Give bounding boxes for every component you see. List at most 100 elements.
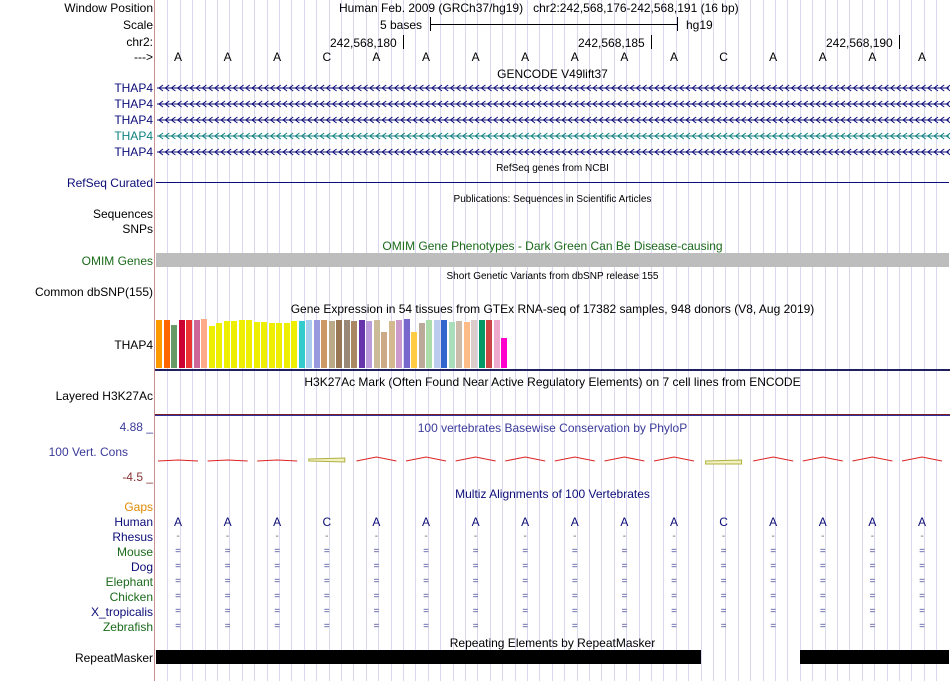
gtex-tissue-bar[interactable] (433, 320, 440, 368)
phylop-score-mark[interactable] (308, 457, 346, 463)
gtex-tissue-bar[interactable] (253, 322, 260, 368)
phylop-title[interactable]: 100 vertebrates Basewise Conservation by… (417, 421, 688, 435)
gtex-tissue-bar[interactable] (493, 320, 500, 368)
phylop-score-mark[interactable] (852, 456, 893, 462)
gtex-tissue-bar[interactable] (156, 320, 163, 368)
gtex-tissue-bar[interactable] (478, 320, 485, 368)
multiz-species-label[interactable]: Zebrafish (102, 620, 153, 634)
publications-sequences-label[interactable]: Sequences (92, 207, 153, 221)
gtex-tissue-bar[interactable] (246, 320, 253, 368)
phylop-score-mark[interactable] (505, 456, 546, 462)
gtex-tissue-bar[interactable] (163, 320, 170, 368)
gtex-tissue-bar[interactable] (456, 321, 463, 368)
refseq-label[interactable]: RefSeq Curated (66, 176, 153, 190)
gencode-transcript-line[interactable] (157, 114, 950, 126)
phylop-score-mark[interactable] (257, 459, 298, 462)
gtex-tissue-bar[interactable] (396, 320, 403, 368)
publications-title[interactable]: Publications: Sequences in Scientific Ar… (453, 194, 652, 205)
gtex-tissue-bar[interactable] (186, 320, 193, 368)
refseq-title[interactable]: RefSeq genes from NCBI (496, 163, 609, 174)
repeatmasker-label[interactable]: RepeatMasker (74, 651, 153, 665)
multiz-species-label[interactable]: Human (114, 515, 153, 529)
phylop-score-mark[interactable] (157, 459, 199, 462)
omim-title[interactable]: OMIM Gene Phenotypes - Dark Green Can Be… (382, 239, 723, 253)
gtex-tissue-bar[interactable] (238, 320, 245, 368)
gtex-tissue-bar[interactable] (351, 321, 358, 368)
gencode-transcript-label[interactable]: THAP4 (114, 145, 153, 159)
dbsnp-label[interactable]: Common dbSNP(155) (34, 285, 153, 299)
gtex-tissue-bar[interactable] (291, 321, 298, 368)
gtex-tissue-bar[interactable] (208, 326, 215, 368)
phylop-score-mark[interactable] (356, 456, 397, 462)
gtex-tissue-bar[interactable] (313, 320, 320, 368)
phylop-score-mark[interactable] (802, 456, 843, 462)
gtex-tissue-bar[interactable] (321, 320, 328, 368)
multiz-species-label[interactable]: Chicken (109, 590, 153, 604)
gencode-transcript-label[interactable]: THAP4 (114, 113, 153, 127)
gtex-tissue-bar[interactable] (388, 321, 395, 368)
gtex-tissue-bar[interactable] (501, 338, 508, 368)
phylop-label[interactable]: 100 Vert. Cons (48, 445, 128, 459)
gtex-tissue-bar[interactable] (216, 323, 223, 368)
gencode-transcript-label[interactable]: THAP4 (114, 129, 153, 143)
phylop-score-mark[interactable] (405, 456, 447, 462)
phylop-score-mark[interactable] (455, 456, 496, 462)
gtex-tissue-bar[interactable] (373, 320, 380, 368)
gtex-tissue-bar[interactable] (268, 323, 275, 368)
gtex-tissue-bar[interactable] (276, 323, 283, 368)
gtex-tissue-bar[interactable] (471, 320, 478, 368)
gtex-tissue-bar[interactable] (231, 321, 238, 368)
publications-snps-label[interactable]: SNPs (122, 222, 153, 236)
omim-bar[interactable] (156, 253, 949, 267)
gtex-tissue-bar[interactable] (403, 319, 410, 368)
refseq-gene-line[interactable] (156, 182, 949, 183)
h3k27ac-title[interactable]: H3K27Ac Mark (Often Found Near Active Re… (304, 375, 801, 389)
gtex-tissue-bar[interactable] (411, 332, 418, 368)
gtex-tissue-bar[interactable] (336, 320, 343, 368)
gtex-tissue-bar[interactable] (306, 320, 313, 368)
gtex-tissue-bar[interactable] (343, 320, 350, 368)
gaps-label[interactable]: Gaps (124, 500, 153, 514)
omim-label[interactable]: OMIM Genes (81, 254, 153, 268)
gtex-tissue-bar[interactable] (298, 321, 305, 368)
dbsnp-title[interactable]: Short Genetic Variants from dbSNP releas… (446, 271, 659, 282)
gtex-tissue-bar[interactable] (223, 321, 230, 368)
phylop-score-mark[interactable] (653, 456, 695, 462)
gencode-transcript-line[interactable] (157, 98, 950, 110)
gencode-title[interactable]: GENCODE V49lift37 (497, 67, 608, 81)
gtex-tissue-bar[interactable] (178, 320, 185, 368)
gtex-tissue-bar[interactable] (441, 320, 448, 368)
gtex-title[interactable]: Gene Expression in 54 tissues from GTEx … (290, 302, 815, 316)
phylop-score-mark[interactable] (604, 456, 645, 462)
gtex-tissue-bar[interactable] (426, 320, 433, 368)
gencode-transcript-line[interactable] (157, 146, 950, 158)
gtex-tissue-bar[interactable] (358, 320, 365, 368)
phylop-score-mark[interactable] (753, 456, 794, 462)
multiz-species-label[interactable]: Elephant (105, 575, 153, 589)
gtex-tissue-bar[interactable] (328, 321, 335, 368)
multiz-title[interactable]: Multiz Alignments of 100 Vertebrates (455, 487, 650, 501)
phylop-score-mark[interactable] (901, 456, 943, 462)
repeatmasker-block-2[interactable] (800, 650, 949, 664)
gtex-tissue-bar[interactable] (193, 320, 200, 368)
gencode-transcript-line[interactable] (157, 82, 950, 94)
gtex-tissue-bar[interactable] (463, 322, 470, 368)
phylop-score-mark[interactable] (554, 456, 595, 462)
multiz-species-label[interactable]: Dog (130, 560, 153, 574)
multiz-species-label[interactable]: Rhesus (112, 530, 153, 544)
gencode-transcript-line[interactable] (157, 130, 950, 142)
gtex-label[interactable]: THAP4 (114, 338, 153, 352)
gtex-tissue-bar[interactable] (381, 332, 388, 368)
multiz-species-label[interactable]: Mouse (116, 545, 153, 559)
gtex-tissue-bar[interactable] (486, 320, 493, 368)
gtex-tissue-bar[interactable] (366, 321, 373, 368)
gtex-tissue-bar[interactable] (201, 319, 208, 368)
gtex-tissue-bar[interactable] (261, 322, 268, 368)
multiz-species-label[interactable]: X_tropicalis (90, 605, 153, 619)
gencode-transcript-label[interactable]: THAP4 (114, 81, 153, 95)
repeatmasker-title[interactable]: Repeating Elements by RepeatMasker (449, 636, 656, 650)
gtex-tissue-bar[interactable] (418, 323, 425, 368)
gtex-tissue-bar[interactable] (448, 322, 455, 368)
phylop-score-mark[interactable] (705, 459, 743, 465)
